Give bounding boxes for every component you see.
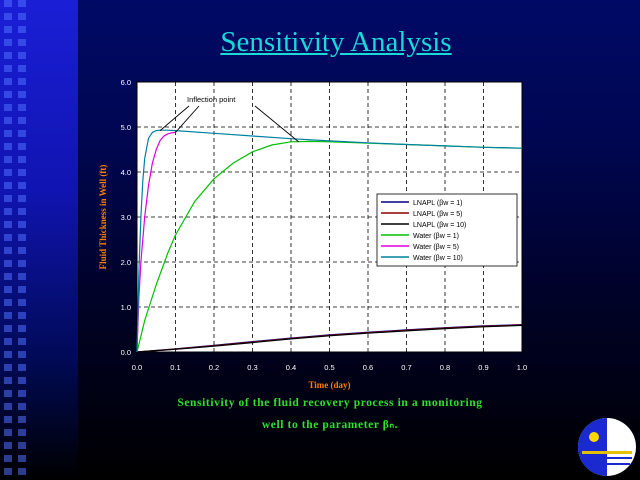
y-tick-label: 0.0 (121, 348, 131, 357)
sensitivity-chart: 0.0 1.0 2.0 3.0 4.0 5.0 6.0 0.0 0.1 0.2 0.3 0.4 0.5 0… (98, 78, 527, 390)
x-tick-label: 0.8 (440, 363, 450, 372)
y-tick-label: 6.0 (121, 78, 131, 87)
university-logo (578, 418, 636, 476)
annotation-label: Inflection point (187, 95, 236, 104)
caption-line-2: well to the parameter βₙ. (261, 419, 399, 431)
annotation-arrow (254, 105, 299, 143)
x-axis-label: Time (day) (308, 380, 350, 390)
y-tick-label: 5.0 (121, 123, 131, 132)
y-tick-label: 1.0 (121, 303, 131, 312)
annotation-arrow (175, 105, 200, 133)
x-tick-label: 0.4 (286, 363, 296, 372)
legend-box (376, 193, 518, 267)
caption-line-1: Sensitivity of the fluid recovery proces… (177, 397, 483, 409)
legend-entry: LNAPL (βw = 1) (413, 200, 462, 207)
y-tick-label: 2.0 (121, 258, 131, 267)
x-tick-label: 0.0 (132, 363, 142, 372)
left-square-pattern (18, 0, 26, 480)
x-tick-label: 1.0 (517, 363, 527, 372)
x-tick-label: 0.6 (363, 363, 373, 372)
x-tick-label: 0.2 (209, 363, 219, 372)
annotation-arrow (159, 105, 190, 131)
x-tick-label: 0.1 (170, 363, 180, 372)
x-tick-label: 0.7 (401, 363, 411, 372)
y-axis-label: Fluid Thickness in Well (ft) (98, 165, 108, 270)
x-tick-label: 0.5 (324, 363, 334, 372)
legend-entry: Water (βw = 10) (413, 255, 463, 262)
left-square-pattern (4, 0, 12, 480)
slide-title: Sensitivity Analysis (220, 26, 452, 58)
legend-entry: LNAPL (βw = 10) (413, 222, 466, 229)
y-tick-label: 4.0 (121, 168, 131, 177)
series-line (136, 324, 523, 353)
left-decorative-strip (0, 0, 78, 480)
x-tick-label: 0.3 (247, 363, 257, 372)
series-line (136, 131, 176, 353)
x-tick-label: 0.9 (478, 363, 488, 372)
legend-entry: Water (βw = 1) (413, 233, 459, 240)
legend-entry: LNAPL (βw = 5) (413, 211, 462, 218)
y-tick-label: 3.0 (121, 213, 131, 222)
legend-entry: Water (βw = 5) (413, 244, 459, 251)
series-line (136, 129, 523, 353)
